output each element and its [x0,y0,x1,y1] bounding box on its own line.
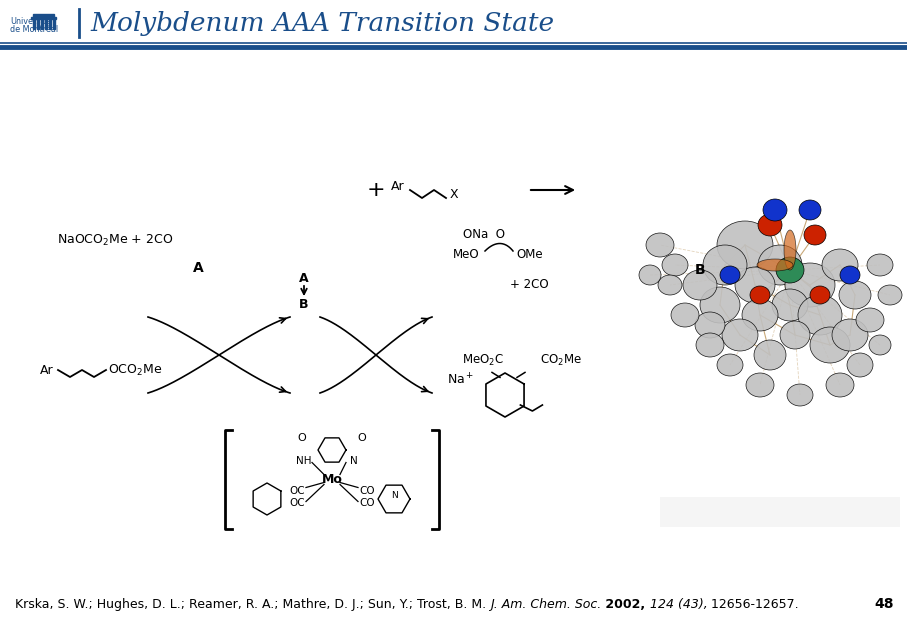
Text: CO: CO [359,486,375,496]
Ellipse shape [695,312,725,338]
Text: 48: 48 [874,597,893,611]
Ellipse shape [750,286,770,304]
Ellipse shape [662,254,688,276]
Ellipse shape [763,199,787,221]
Ellipse shape [810,286,830,304]
Ellipse shape [869,335,891,355]
Ellipse shape [878,285,902,305]
Ellipse shape [717,221,773,269]
Text: Mo: Mo [322,473,343,486]
Text: Krska, S. W.; Hughes, D. L.; Reamer, R. A.; Mathre, D. J.; Sun, Y.; Trost, B. M.: Krska, S. W.; Hughes, D. L.; Reamer, R. … [15,598,490,611]
Ellipse shape [757,259,793,271]
Text: 12656-12657.: 12656-12657. [707,598,799,611]
Text: 2002,: 2002, [601,598,646,611]
Ellipse shape [772,289,808,321]
Bar [33,14,54,17]
Ellipse shape [780,321,810,349]
Text: Molybdenum AAA Transition State: Molybdenum AAA Transition State [90,11,554,36]
Ellipse shape [839,281,871,309]
Text: NaOCO$_2$Me + 2CO: NaOCO$_2$Me + 2CO [57,232,173,248]
Text: MeO$_2$C: MeO$_2$C [462,352,504,367]
Bar [53,19,54,29]
Ellipse shape [867,254,893,276]
Text: de Montréal: de Montréal [10,26,58,34]
Text: OC: OC [289,499,305,509]
Bar [33,19,34,29]
Text: NH: NH [297,456,312,466]
Text: ONa  O: ONa O [463,229,505,241]
Ellipse shape [671,303,699,327]
Text: Na$^+$: Na$^+$ [447,372,474,388]
Ellipse shape [758,245,802,285]
Ellipse shape [840,266,860,284]
Ellipse shape [804,225,826,245]
Bar [37,19,39,29]
Bar [45,19,47,29]
Ellipse shape [746,373,774,397]
Ellipse shape [758,214,782,236]
Ellipse shape [696,333,724,357]
Text: Ar: Ar [40,364,54,376]
Ellipse shape [799,200,821,220]
Ellipse shape [787,384,813,406]
Ellipse shape [856,308,884,332]
Text: A: A [299,271,308,284]
Ellipse shape [798,295,842,335]
Ellipse shape [639,265,661,285]
Ellipse shape [722,319,758,351]
Text: O: O [297,433,307,443]
Ellipse shape [646,233,674,257]
Text: 124 (43),: 124 (43), [646,598,707,611]
Text: N: N [350,456,358,466]
Text: Ar: Ar [392,181,405,194]
Text: B: B [695,263,706,277]
Ellipse shape [810,327,850,363]
Text: J. Am. Chem. Soc.: J. Am. Chem. Soc. [490,598,601,611]
Bar [41,19,43,29]
Ellipse shape [742,299,778,331]
Ellipse shape [785,263,835,307]
Ellipse shape [754,340,786,370]
Ellipse shape [847,353,873,377]
Ellipse shape [703,245,747,285]
Text: N: N [392,491,398,501]
Text: Université: Université [10,18,51,26]
Ellipse shape [658,275,682,295]
Text: B: B [299,299,308,311]
Ellipse shape [822,249,858,281]
Text: OMe: OMe [516,249,542,261]
Text: CO$_2$Me: CO$_2$Me [540,352,582,367]
Ellipse shape [735,267,775,303]
Text: CO: CO [359,499,375,509]
Text: O: O [357,433,366,443]
Ellipse shape [700,287,740,323]
Text: X: X [450,189,459,201]
Text: OCO$_2$Me: OCO$_2$Me [108,362,162,378]
Bar [49,19,51,29]
Text: MeO: MeO [453,249,480,261]
Ellipse shape [784,230,796,270]
Ellipse shape [717,354,743,376]
Polygon shape [660,497,900,527]
Ellipse shape [683,270,717,300]
Ellipse shape [720,266,740,284]
Bar [31,17,56,19]
Text: + 2CO: + 2CO [510,279,549,291]
Ellipse shape [826,373,854,397]
Text: A: A [192,261,203,275]
Ellipse shape [832,319,868,351]
Text: +: + [366,180,385,200]
Text: OC: OC [289,486,305,496]
Ellipse shape [776,257,804,283]
